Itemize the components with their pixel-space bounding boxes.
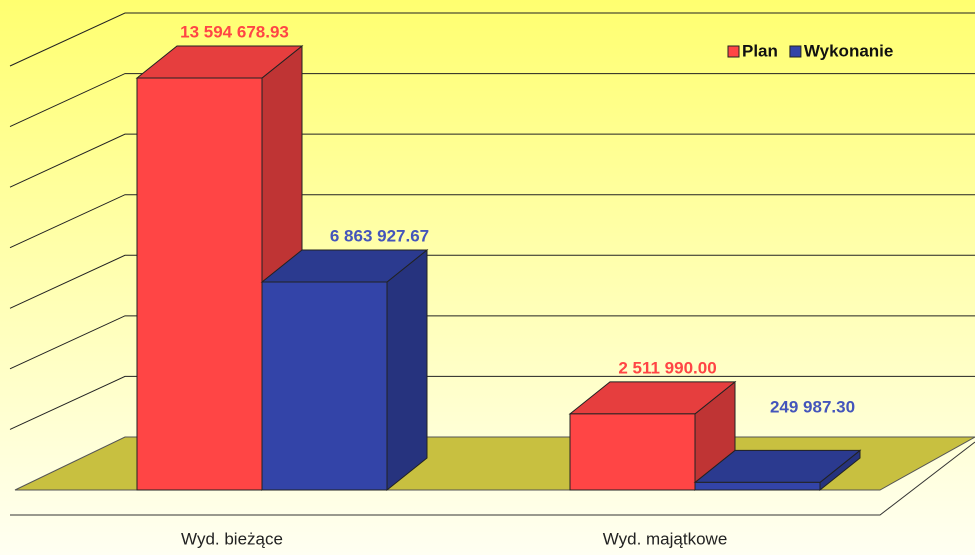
- grid-line: [9, 73, 975, 128]
- legend-label: Plan: [742, 41, 778, 60]
- grid-line: [9, 12, 975, 67]
- bar-front: [136, 77, 263, 491]
- bar-side: [386, 248, 428, 492]
- bar-front: [694, 481, 821, 491]
- data-label: 2 511 990.00: [618, 358, 716, 377]
- bar: [260, 248, 429, 492]
- legend-swatch: [789, 45, 802, 58]
- data-label: 13 594 678.93: [180, 22, 289, 41]
- grid-line: [9, 315, 975, 370]
- legend-swatch: [727, 45, 740, 58]
- data-label: 249 987.30: [770, 397, 855, 416]
- grid-line: [9, 254, 975, 309]
- legend-label: Wykonanie: [804, 41, 893, 60]
- grid-line: [9, 375, 975, 430]
- x-axis: [10, 441, 975, 516]
- grid-line: [9, 194, 975, 249]
- x-tick-label: Wyd. bieżące: [181, 529, 283, 548]
- bar-front: [569, 413, 696, 491]
- bar: [693, 449, 862, 492]
- data-label: 6 863 927.67: [330, 226, 429, 245]
- grid-line: [9, 133, 975, 188]
- x-tick-label: Wyd. majątkowe: [603, 529, 728, 548]
- bar: [568, 380, 737, 492]
- bar-front: [261, 281, 388, 491]
